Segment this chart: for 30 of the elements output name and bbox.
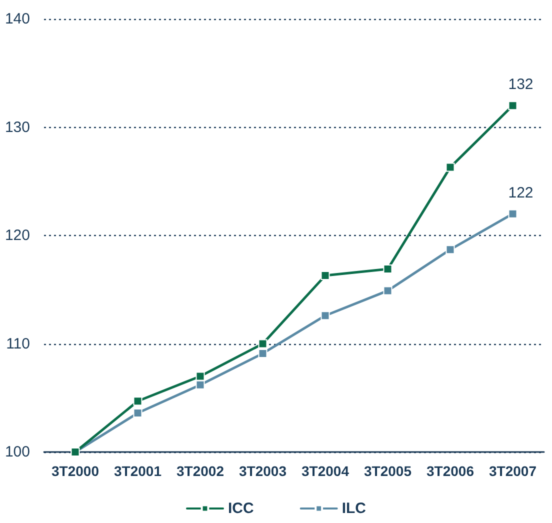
y-tick-label: 100 bbox=[4, 444, 30, 460]
x-tick-label: 3T2001 bbox=[114, 463, 162, 479]
point bbox=[133, 408, 142, 418]
x-tick-label: 3T2007 bbox=[489, 463, 537, 479]
point bbox=[258, 339, 268, 348]
x-tick-label: 3T2006 bbox=[426, 463, 474, 479]
y-tick-label: 110 bbox=[6, 335, 30, 352]
data-label: 122 bbox=[508, 184, 534, 202]
x-tick-label: 3T2005 bbox=[364, 463, 412, 479]
point bbox=[320, 311, 330, 320]
y-tick-label: 140 bbox=[4, 10, 30, 28]
y-tick-label: 130 bbox=[4, 118, 30, 136]
x-tick-label: 3T2000 bbox=[52, 463, 100, 479]
legend-label: ILC bbox=[342, 500, 366, 517]
legend-label: ICC bbox=[228, 500, 254, 517]
point bbox=[320, 271, 330, 280]
point bbox=[508, 209, 518, 218]
data-label: 132 bbox=[508, 76, 534, 94]
point bbox=[508, 101, 518, 110]
point bbox=[446, 162, 455, 172]
x-tick-label: 3T2002 bbox=[176, 463, 224, 479]
point bbox=[258, 348, 268, 358]
point bbox=[446, 245, 455, 254]
point bbox=[383, 286, 392, 296]
point bbox=[133, 396, 142, 406]
x-tick-label: 3T2004 bbox=[302, 463, 350, 479]
x-tick-label: 3T2003 bbox=[239, 463, 287, 479]
point bbox=[196, 372, 205, 381]
point bbox=[196, 380, 205, 390]
y-tick-label: 120 bbox=[4, 227, 30, 244]
